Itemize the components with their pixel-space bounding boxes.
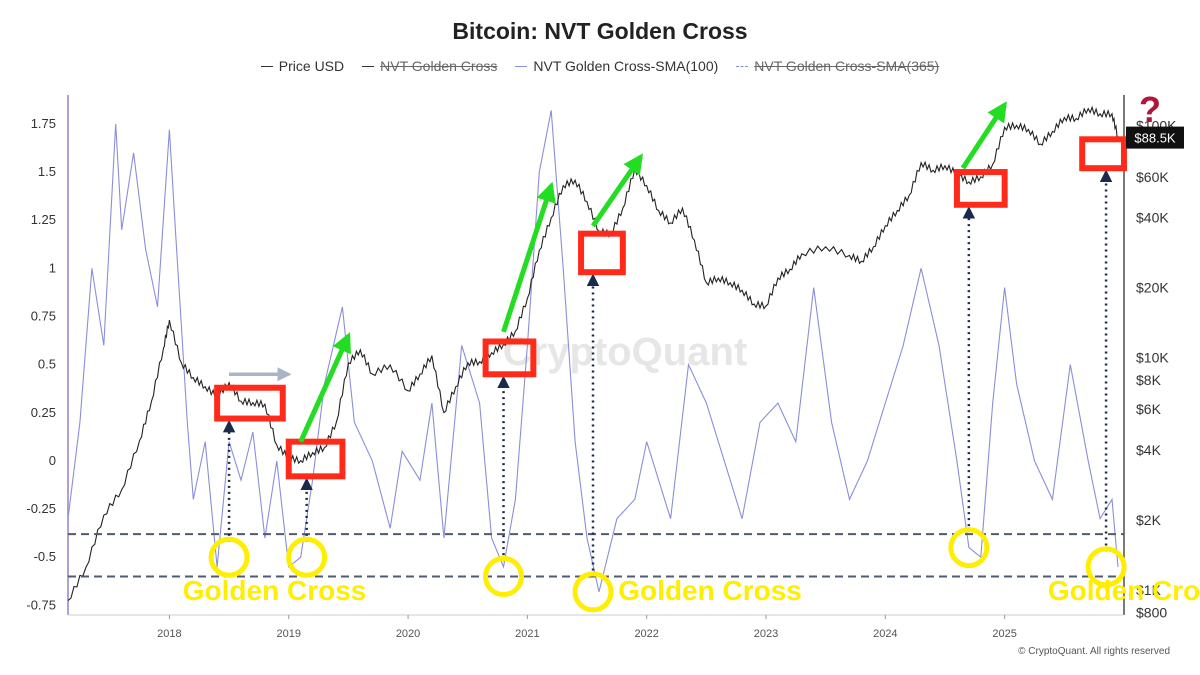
right-tick-label: $10K [1136,350,1169,366]
legend-item-sma100[interactable]: NVT Golden Cross-SMA(100) [515,58,718,74]
copyright: © CryptoQuant. All rights reserved [1018,646,1170,657]
left-tick-label: 1.25 [31,212,56,227]
right-tick-label: $8K [1136,372,1162,388]
highlight-box [214,384,286,422]
green-arrow [590,153,643,228]
golden-cross-label: Golden Cross [183,575,367,606]
green-arrow [501,181,556,333]
golden-cross-circle [208,536,250,578]
legend-item-nvt-golden-cross[interactable]: NVT Golden Cross [362,58,497,74]
series-line-sma100 [67,110,1119,593]
x-tick-label: 2023 [754,628,778,640]
right-tick-label: $800 [1136,604,1167,620]
right-tick-label: $20K [1136,280,1169,296]
legend-swatch [736,65,749,67]
x-tick-label: 2021 [515,628,539,640]
current-price-badge [1126,126,1184,149]
legend-swatch [515,65,528,67]
right-tick-label: $2K [1136,512,1162,528]
x-tick-label: 2018 [157,628,181,640]
x-tick-label: 2025 [992,628,1016,640]
right-tick-label: $1K [1136,582,1162,598]
highlight-box [953,169,1008,208]
left-tick-label: 1.5 [38,164,56,179]
x-tick-label: 2020 [396,628,420,640]
legend-label: NVT Golden Cross-SMA(100) [533,58,719,74]
legend-label: Price USD [278,58,345,74]
x-tick-label: 2019 [276,628,300,640]
legend: Price USD NVT Golden Cross NVT Golden Cr… [0,58,1200,74]
left-tick-label: -0.75 [26,597,56,612]
right-tick-label: $60K [1136,169,1169,185]
golden-cross-circle [948,527,990,569]
golden-cross-label: Golden Cross [618,575,802,606]
current-price-label: $88.5K [1134,131,1176,146]
left-tick-label: -0.5 [34,549,56,564]
left-tick-label: -0.25 [26,501,56,516]
highlight-box [482,338,537,378]
left-tick-label: 0.75 [31,308,56,323]
green-arrow [298,332,351,443]
highlight-box [1079,136,1127,172]
left-tick-label: 0.5 [38,357,56,372]
green-arrow [960,101,1007,170]
legend-label: NVT Golden Cross-SMA(365) [754,58,940,74]
x-tick-label: 2024 [873,628,897,640]
left-tick-label: 0.25 [31,405,56,420]
highlight-box [285,438,346,480]
right-tick-label: $4K [1136,442,1162,458]
legend-swatch [260,65,273,67]
question-mark: ? [1139,89,1161,130]
left-tick-label: 0 [49,453,56,468]
legend-label: NVT Golden Cross [380,58,498,74]
legend-item-sma365[interactable]: NVT Golden Cross-SMA(365) [736,58,939,74]
golden-cross-circle [572,571,614,613]
highlight-box [578,230,626,276]
right-tick-label: $40K [1136,210,1169,226]
legend-item-price[interactable]: Price USD [260,58,345,74]
golden-cross-circle [483,555,525,597]
x-tick-label: 2022 [634,628,658,640]
golden-cross-label: Golden Cross [1048,575,1200,606]
left-tick-label: 1 [49,260,56,275]
watermark: CryptoQuant [503,330,747,374]
legend-swatch [362,65,375,67]
golden-cross-circle [1085,546,1127,588]
right-tick-label: $6K [1136,401,1162,417]
chart-title: Bitcoin: NVT Golden Cross [452,18,748,44]
left-tick-label: 1.75 [31,116,56,131]
golden-cross-circle [286,536,328,578]
